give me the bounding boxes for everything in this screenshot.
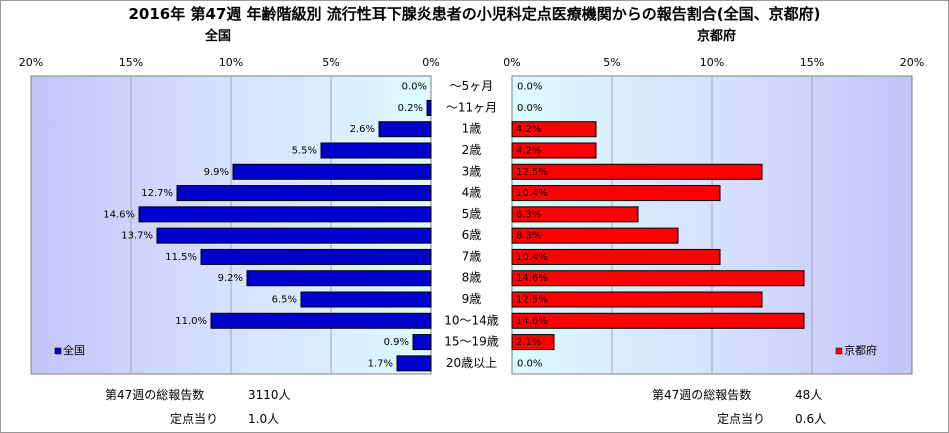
national-value-label: 9.2% (218, 273, 243, 284)
national-panel-title: 全国 (205, 29, 232, 44)
age-category-label: 4歳 (462, 186, 482, 200)
national-bar (246, 270, 432, 287)
national-value-label: 1.7% (368, 358, 393, 369)
kyoto-value-label: 12.5% (516, 167, 548, 178)
kyoto-value-label: 10.4% (516, 188, 548, 199)
national-bar (232, 163, 432, 180)
kyoto-value-label: 4.2% (516, 146, 541, 157)
age-category-label: 〜11ヶ月 (446, 100, 497, 114)
national-bar (378, 121, 432, 138)
national-per-site-label: 定点当り (170, 412, 219, 426)
national-legend-label: 全国 (63, 343, 85, 357)
age-category-label: 10〜14歳 (444, 313, 499, 327)
kyoto-bar (511, 163, 763, 180)
kyoto-value-label: 8.3% (516, 231, 541, 242)
national-value-label: 0.9% (384, 337, 409, 348)
kyoto-bar (511, 270, 805, 287)
kyoto-total-value: 48人 (795, 388, 823, 402)
age-category-label: 8歳 (462, 271, 482, 285)
national-x-tick-label: 0% (422, 56, 439, 69)
kyoto-value-label: 0.0% (517, 358, 542, 369)
national-per-site-value: 1.0人 (248, 412, 280, 426)
kyoto-value-label: 2.1% (516, 337, 541, 348)
kyoto-legend-swatch (835, 347, 843, 355)
kyoto-value-label: 10.4% (516, 252, 548, 263)
kyoto-value-label: 6.3% (516, 209, 541, 220)
age-category-label: 15〜19歳 (444, 335, 499, 349)
kyoto-x-tick-label: 15% (800, 56, 824, 69)
kyoto-value-label: 0.0% (517, 103, 542, 114)
age-category-label: 7歳 (462, 249, 482, 263)
national-bar (176, 185, 432, 202)
national-x-tick-label: 20% (19, 56, 43, 69)
national-bar (320, 142, 432, 159)
age-category-label: 9歳 (462, 292, 482, 306)
kyoto-per-site-label: 定点当り (717, 412, 766, 426)
national-bar (396, 355, 432, 372)
kyoto-bar (511, 312, 805, 329)
national-value-label: 5.5% (292, 146, 317, 157)
age-category-label: 1歳 (462, 122, 482, 136)
national-value-label: 2.6% (350, 124, 375, 135)
kyoto-legend-label: 京都府 (844, 343, 877, 357)
chart-title: 2016年 第47週 年齢階級別 流行性耳下腺炎患者の小児科定点医療機関からの報… (128, 5, 821, 23)
national-bar (412, 334, 432, 351)
national-bar (426, 99, 432, 116)
national-bar (200, 248, 432, 265)
national-bar (138, 206, 432, 223)
national-value-label: 11.5% (165, 252, 197, 263)
kyoto-value-label: 0.0% (517, 82, 542, 93)
kyoto-value-label: 12.5% (516, 295, 548, 306)
national-value-label: 13.7% (121, 231, 153, 242)
kyoto-x-tick-label: 10% (700, 56, 724, 69)
kyoto-x-tick-label: 0% (503, 56, 520, 69)
age-category-label: 2歳 (462, 143, 482, 157)
age-category-label: 5歳 (462, 207, 482, 221)
national-value-label: 0.2% (398, 103, 423, 114)
age-category-label: 6歳 (462, 228, 482, 242)
national-value-label: 6.5% (272, 295, 297, 306)
kyoto-bar (511, 227, 679, 244)
national-x-tick-label: 15% (119, 56, 143, 69)
kyoto-x-tick-label: 20% (900, 56, 924, 69)
national-x-tick-label: 10% (219, 56, 243, 69)
kyoto-bar (511, 248, 721, 265)
age-category-label: 20歳以上 (446, 356, 497, 370)
kyoto-bar (511, 185, 721, 202)
kyoto-bar (511, 121, 597, 138)
age-category-label: 3歳 (462, 164, 482, 178)
national-value-label: 0.0% (402, 82, 427, 93)
kyoto-bar (511, 142, 597, 159)
national-bar (210, 312, 432, 329)
national-total-label: 第47週の総報告数 (105, 388, 205, 402)
kyoto-value-label: 14.6% (516, 316, 548, 327)
kyoto-x-tick-label: 5% (603, 56, 620, 69)
kyoto-per-site-value: 0.6人 (795, 412, 827, 426)
kyoto-bar (511, 334, 555, 351)
national-legend-swatch (54, 347, 62, 355)
national-x-tick-label: 5% (322, 56, 339, 69)
kyoto-value-label: 4.2% (516, 124, 541, 135)
kyoto-value-label: 14.6% (516, 273, 548, 284)
kyoto-total-label: 第47週の総報告数 (652, 388, 752, 402)
kyoto-bar (511, 291, 763, 308)
national-bar (300, 291, 432, 308)
kyoto-panel-title: 京都府 (697, 29, 737, 44)
national-total-value: 3110人 (248, 388, 291, 402)
national-bar (156, 227, 432, 244)
age-category-label: 〜5ヶ月 (450, 79, 494, 93)
national-value-label: 14.6% (103, 209, 135, 220)
kyoto-bar (511, 206, 639, 223)
national-value-label: 9.9% (204, 167, 229, 178)
national-value-label: 12.7% (141, 188, 173, 199)
national-value-label: 11.0% (175, 316, 207, 327)
